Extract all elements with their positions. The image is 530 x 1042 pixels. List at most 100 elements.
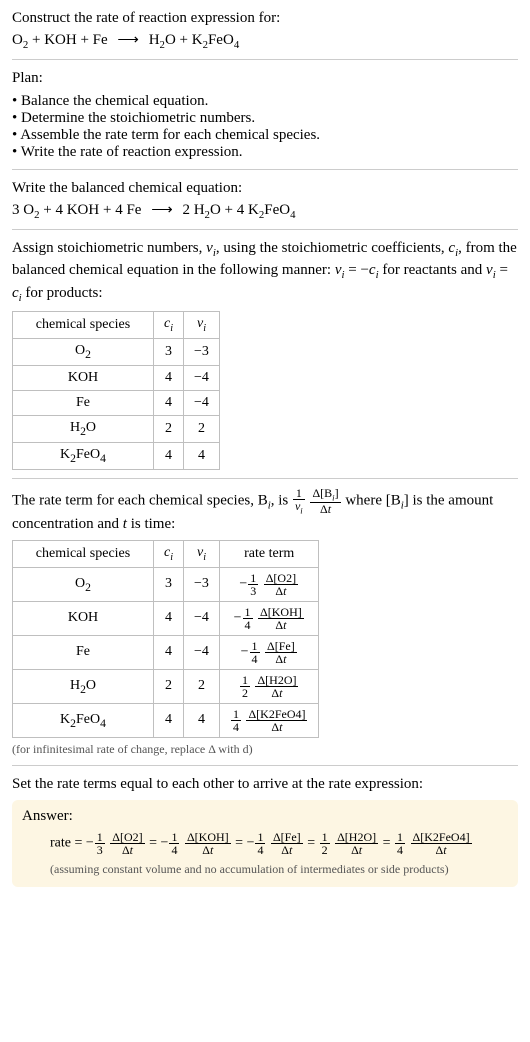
stoich-text: for reactants and <box>379 262 486 278</box>
answer-label: Answer: <box>22 808 508 825</box>
rate-text: where [B <box>345 492 400 508</box>
c-cell: 3 <box>154 567 184 601</box>
page: Construct the rate of reaction expressio… <box>0 0 530 907</box>
plan-item: Balance the chemical equation. <box>12 93 518 110</box>
c-symbol: c <box>12 285 19 301</box>
table-header-row: chemical species ci νi rate term <box>13 541 319 568</box>
reaction-arrow: ⟶ <box>145 202 179 218</box>
table-row: Fe4−4 <box>13 391 220 416</box>
species-cell: O2 <box>13 567 154 601</box>
plan-item: Determine the stoichiometric numbers. <box>12 110 518 127</box>
nu-sub: i <box>203 323 206 334</box>
table-row: K2FeO44414 Δ[K2FeO4]Δt <box>13 703 319 737</box>
frac-num: Δ[Bi] <box>310 487 340 503</box>
rate-text: , is <box>271 492 292 508</box>
col-species: chemical species <box>13 312 154 339</box>
frac-delta-b-over-dt: Δ[Bi] Δt <box>310 487 340 515</box>
species-cell: K2FeO4 <box>13 703 154 737</box>
c-symbol: c <box>369 262 376 278</box>
nu-cell: −4 <box>184 601 220 635</box>
species-cell: O2 <box>13 339 154 366</box>
stoich-text: , using the stoichiometric coefficients, <box>216 240 449 256</box>
final-intro: Set the rate terms equal to each other t… <box>12 774 518 794</box>
species-cell: Fe <box>13 391 154 416</box>
nu-cell: −4 <box>184 391 220 416</box>
eq-text: = <box>496 262 508 278</box>
nu-symbol: ν <box>206 240 213 256</box>
plan-title: Plan: <box>12 68 518 88</box>
c-cell: 4 <box>154 703 184 737</box>
table-row: O23−3−13 Δ[O2]Δt <box>13 567 319 601</box>
c-cell: 2 <box>154 416 184 443</box>
col-nu: νi <box>184 541 220 568</box>
species-cell: KOH <box>13 601 154 635</box>
stoich-text: Assign stoichiometric numbers, <box>12 240 206 256</box>
species-cell: H2O <box>13 416 154 443</box>
time-var: t <box>328 502 331 516</box>
infinitesimal-note: (for infinitesimal rate of change, repla… <box>12 742 518 757</box>
stoich-table: chemical species ci νi O23−3KOH4−4Fe4−4H… <box>12 311 220 469</box>
frac-den: νi <box>293 500 305 515</box>
frac-one-over-nu: 1 νi <box>293 487 305 515</box>
col-rate: rate term <box>219 541 319 568</box>
species-cell: H2O <box>13 669 154 703</box>
delta-b: Δ[B <box>312 486 332 500</box>
c-cell: 4 <box>154 601 184 635</box>
col-c: ci <box>154 541 184 568</box>
intro-section: Construct the rate of reaction expressio… <box>12 8 518 51</box>
rate-term-cell: −14 Δ[KOH]Δt <box>219 601 319 635</box>
table-row: H2O2212 Δ[H2O]Δt <box>13 669 319 703</box>
plan-section: Plan: Balance the chemical equation. Det… <box>12 59 518 160</box>
rate-term-cell: 14 Δ[K2FeO4]Δt <box>219 703 319 737</box>
table-row: H2O22 <box>13 416 220 443</box>
c-cell: 4 <box>154 442 184 469</box>
species-cell: KOH <box>13 366 154 391</box>
delta: Δ <box>320 502 328 516</box>
coef: 2 <box>182 202 190 218</box>
species-cell: Fe <box>13 635 154 669</box>
nu-sub: i <box>203 552 206 563</box>
final-section: Set the rate terms equal to each other t… <box>12 765 518 887</box>
col-nu: νi <box>184 312 220 339</box>
bracket: ] <box>335 486 339 500</box>
nu-cell: −3 <box>184 567 220 601</box>
table-row: O23−3 <box>13 339 220 366</box>
rate-text: The rate term for each chemical species,… <box>12 492 268 508</box>
eq-text: = − <box>344 262 368 278</box>
stoich-intro: Assign stoichiometric numbers, νi, using… <box>12 238 518 306</box>
plan-list: Balance the chemical equation. Determine… <box>12 93 518 161</box>
coef: 4 <box>115 202 123 218</box>
frac-den: Δt <box>310 503 340 515</box>
plan-item: Write the rate of reaction expression. <box>12 144 518 161</box>
balanced-section: Write the balanced chemical equation: 3 … <box>12 169 518 221</box>
answer-assumption: (assuming constant volume and no accumul… <box>22 862 508 877</box>
rate-expression: rate = −13 Δ[O2]Δt = −14 Δ[KOH]Δt = −14 … <box>22 831 508 856</box>
rate-term-cell: 12 Δ[H2O]Δt <box>219 669 319 703</box>
c-sub: i <box>170 552 173 563</box>
rate-text: is time: <box>127 516 175 532</box>
rate-term-table: chemical species ci νi rate term O23−3−1… <box>12 540 319 738</box>
nu-cell: −4 <box>184 366 220 391</box>
c-cell: 3 <box>154 339 184 366</box>
rate-term-section: The rate term for each chemical species,… <box>12 478 518 757</box>
nu-sub: i <box>300 505 302 515</box>
c-cell: 4 <box>154 635 184 669</box>
rate-term-intro: The rate term for each chemical species,… <box>12 487 518 535</box>
balanced-title: Write the balanced chemical equation: <box>12 178 518 198</box>
intro-title: Construct the rate of reaction expressio… <box>12 8 518 28</box>
nu-cell: 2 <box>184 416 220 443</box>
stoich-section: Assign stoichiometric numbers, νi, using… <box>12 229 518 470</box>
table-row: KOH4−4−14 Δ[KOH]Δt <box>13 601 319 635</box>
nu-symbol: ν <box>486 262 493 278</box>
nu-cell: −3 <box>184 339 220 366</box>
unbalanced-equation: O2 + KOH + Fe ⟶ H2O + K2FeO4 <box>12 30 518 51</box>
coef: 4 <box>237 202 245 218</box>
rate-term-cell: −14 Δ[Fe]Δt <box>219 635 319 669</box>
rate-term-cell: −13 Δ[O2]Δt <box>219 567 319 601</box>
answer-box: Answer: rate = −13 Δ[O2]Δt = −14 Δ[KOH]Δ… <box>12 800 518 887</box>
balanced-equation: 3 O2 + 4 KOH + 4 Fe ⟶ 2 H2O + 4 K2FeO4 <box>12 200 518 221</box>
table-row: Fe4−4−14 Δ[Fe]Δt <box>13 635 319 669</box>
plan-item: Assemble the rate term for each chemical… <box>12 127 518 144</box>
col-c: ci <box>154 312 184 339</box>
nu-cell: 4 <box>184 703 220 737</box>
